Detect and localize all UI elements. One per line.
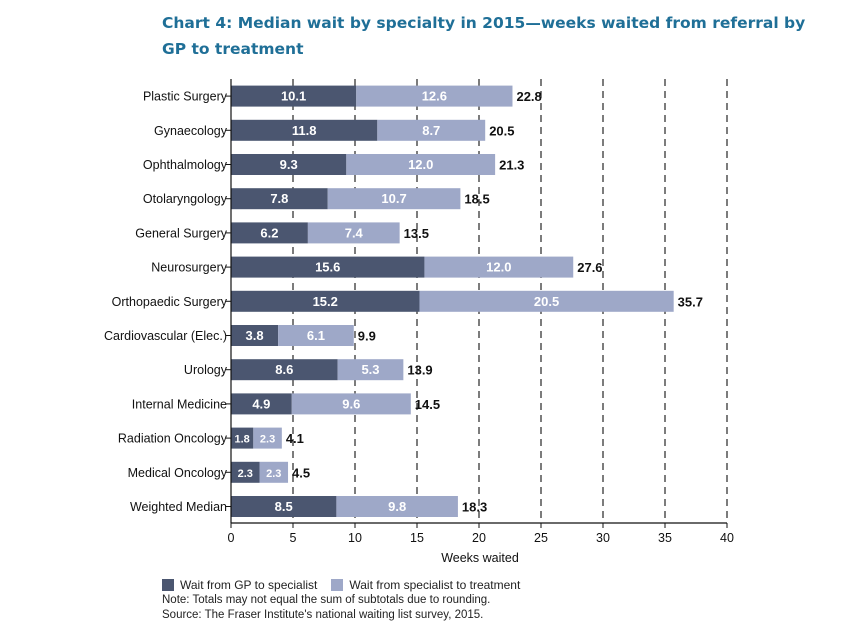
bar-specialist-to-treatment: [259, 461, 289, 483]
total-label: 21.3: [499, 158, 524, 173]
x-axis-title: Weeks waited: [441, 551, 519, 565]
data-label-treatment: 20.5: [534, 294, 559, 309]
data-label-gp: 4.9: [252, 396, 270, 411]
data-label-treatment: 10.7: [381, 191, 406, 206]
data-label-gp: 11.8: [292, 123, 317, 138]
x-tick-label: 30: [596, 531, 610, 545]
x-tick-label: 5: [290, 531, 297, 545]
total-label: 27.6: [577, 260, 602, 275]
bar-gp-to-specialist: [231, 496, 337, 517]
bar-gp-to-specialist: [231, 188, 328, 210]
data-label-treatment: 12.6: [422, 89, 447, 104]
category-label: Weighted Median: [130, 500, 227, 514]
total-label: 4.1: [286, 431, 304, 446]
total-label: 13.9: [407, 363, 432, 378]
total-label: 14.5: [415, 397, 440, 412]
legend-label-series2: Wait from specialist to treatment: [349, 578, 521, 592]
footnote: Note: Totals may not equal the sum of su…: [162, 594, 491, 606]
bar-gp-to-specialist: [231, 290, 420, 312]
data-label-gp: 10.1: [281, 89, 306, 104]
x-tick-label: 20: [472, 531, 486, 545]
legend-item-series2: Wait from specialist to treatment: [331, 578, 520, 592]
data-label-gp: 3.8: [246, 328, 264, 343]
data-label-gp: 15.6: [315, 260, 340, 275]
data-label-treatment: 7.4: [345, 225, 364, 240]
data-label-gp: 6.2: [260, 225, 278, 240]
data-label-gp: 9.3: [280, 157, 298, 172]
chart-title: Chart 4: Median wait by specialty in 201…: [162, 14, 806, 58]
data-label-treatment: 5.3: [361, 362, 379, 377]
data-label-treatment: 2.3: [260, 434, 275, 446]
bar-specialist-to-treatment: [337, 359, 404, 381]
category-label: Gynaecology: [154, 124, 228, 138]
data-label-gp: 1.8: [235, 434, 250, 446]
bar-gp-to-specialist: [231, 85, 357, 107]
bar-gp-to-specialist: [231, 325, 279, 346]
bar-specialist-to-treatment: [356, 85, 513, 107]
bar-specialist-to-treatment: [336, 496, 458, 517]
bar-specialist-to-treatment: [424, 256, 574, 278]
category-label: Cardiovascular (Elec.): [104, 329, 227, 343]
bar-gp-to-specialist: [231, 359, 338, 381]
legend: Wait from GP to specialist Wait from spe…: [162, 577, 534, 623]
legend-swatch-series1: [162, 579, 174, 591]
data-label-gp: 15.2: [313, 294, 338, 309]
category-label: Urology: [184, 363, 228, 377]
category-label: Radiation Oncology: [118, 432, 228, 446]
total-label: 18.5: [464, 192, 489, 207]
bar-gp-to-specialist: [231, 393, 292, 415]
bar-gp-to-specialist: [231, 222, 308, 244]
total-label: 9.9: [358, 329, 376, 344]
total-label: 4.5: [292, 465, 310, 480]
bar-specialist-to-treatment: [278, 325, 354, 346]
data-label-gp: 7.8: [270, 191, 288, 206]
legend-item-series1: Wait from GP to specialist: [162, 578, 317, 592]
bar-gp-to-specialist: [231, 461, 260, 483]
category-label: Plastic Surgery: [143, 90, 228, 104]
category-label: Internal Medicine: [132, 397, 227, 411]
x-tick-label: 40: [720, 531, 734, 545]
total-label: 20.5: [489, 123, 514, 138]
legend-label-series1: Wait from GP to specialist: [180, 578, 318, 592]
category-label: General Surgery: [135, 226, 227, 240]
source-note: Source: The Fraser Institute's national …: [162, 609, 484, 621]
total-label: 13.5: [404, 226, 429, 241]
data-label-treatment: 12.0: [408, 157, 433, 172]
data-label-treatment: 2.3: [266, 468, 281, 480]
x-tick-label: 15: [410, 531, 424, 545]
data-label-gp: 8.6: [275, 362, 293, 377]
data-label-treatment: 6.1: [307, 328, 325, 343]
bar-specialist-to-treatment: [346, 154, 496, 175]
x-tick-label: 35: [658, 531, 672, 545]
total-label: 18.3: [462, 500, 487, 515]
x-tick-label: 10: [348, 531, 362, 545]
bar-specialist-to-treatment: [291, 393, 411, 415]
data-label-treatment: 8.7: [422, 123, 440, 138]
data-label-treatment: 9.8: [388, 499, 406, 514]
data-label-treatment: 12.0: [486, 260, 511, 275]
category-label: Neurosurgery: [151, 261, 227, 275]
bar-gp-to-specialist: [231, 256, 425, 278]
bar-specialist-to-treatment: [419, 290, 674, 312]
data-label-gp: 8.5: [275, 499, 293, 514]
total-label: 22.8: [516, 89, 541, 104]
total-label: 35.7: [678, 294, 703, 309]
bar-specialist-to-treatment: [253, 427, 282, 449]
stacked-bar-chart: 10.1 12.6 22.8 Plastic Surgery 11.8 8.7 20.5 Gy…: [104, 79, 734, 565]
bar-gp-to-specialist: [231, 427, 254, 449]
bar-specialist-to-treatment: [327, 188, 461, 210]
bar-specialist-to-treatment: [307, 222, 400, 244]
x-tick-label: 0: [228, 531, 235, 545]
data-label-gp: 2.3: [238, 468, 253, 480]
category-label: Orthopaedic Surgery: [112, 295, 228, 309]
bar-gp-to-specialist: [231, 119, 378, 141]
category-label: Medical Oncology: [128, 466, 228, 480]
bar-gp-to-specialist: [231, 154, 347, 175]
category-label: Ophthalmology: [143, 158, 228, 172]
x-tick-label: 25: [534, 531, 548, 545]
data-label-treatment: 9.6: [342, 396, 360, 411]
bar-specialist-to-treatment: [377, 119, 486, 141]
category-label: Otolaryngology: [143, 192, 228, 206]
legend-swatch-series2: [331, 579, 344, 591]
